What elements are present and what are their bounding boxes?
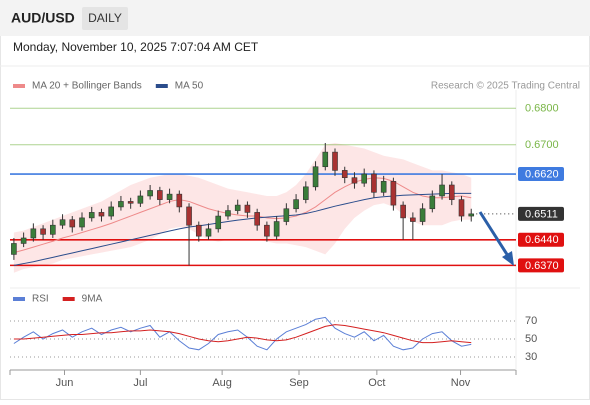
candle-body xyxy=(176,193,183,208)
candle-body xyxy=(205,228,212,237)
legend-label: MA 50 xyxy=(175,81,204,92)
candle-body xyxy=(312,166,319,188)
candle-body xyxy=(215,215,222,230)
level-label: 0.6440 xyxy=(525,234,559,246)
candle-body xyxy=(225,210,231,217)
candle-body xyxy=(244,204,251,213)
x-tick-label: Sep xyxy=(289,377,309,389)
rsi-line xyxy=(13,316,472,351)
candle-body xyxy=(118,201,124,208)
candle-body xyxy=(234,204,241,211)
candle-body xyxy=(11,243,17,255)
candle-body xyxy=(20,237,27,244)
candle-body xyxy=(410,217,416,222)
x-tick-label: Jul xyxy=(133,377,147,389)
rsi-tick-label: 30 xyxy=(525,351,537,363)
candle-body xyxy=(400,204,406,219)
candle-body xyxy=(468,213,475,217)
candle-body xyxy=(69,219,76,228)
timeframe-badge xyxy=(82,7,128,30)
candle-body xyxy=(439,184,445,197)
level-label: 0.6370 xyxy=(525,260,559,272)
candle-body xyxy=(448,184,455,200)
candle-body xyxy=(157,190,163,200)
level-label: 0.6800 xyxy=(525,103,559,115)
legend-label: RSI xyxy=(32,294,49,305)
level-box xyxy=(518,206,564,221)
candle-body xyxy=(390,181,397,206)
legend-swatch xyxy=(62,297,75,301)
rsi-tick-label: 50 xyxy=(525,333,537,345)
legend-swatch xyxy=(155,84,168,88)
candle-body xyxy=(166,193,173,200)
level-box xyxy=(518,167,564,182)
candle-body xyxy=(458,199,465,217)
candle-body xyxy=(79,217,85,228)
level-label: 0.6620 xyxy=(525,168,559,180)
candle-body xyxy=(429,195,436,210)
candle-body xyxy=(419,208,426,222)
candle-body xyxy=(371,173,377,193)
candle-body xyxy=(273,221,280,237)
candle-body xyxy=(88,212,95,219)
candle-body xyxy=(264,224,270,237)
legend-swatch xyxy=(13,297,25,301)
x-tick-label: Oct xyxy=(368,377,385,389)
rsi-tick-label: 70 xyxy=(525,315,537,327)
candle-body xyxy=(195,224,202,237)
x-tick-label: Nov xyxy=(451,377,471,389)
candle-body xyxy=(254,212,260,226)
candle-body xyxy=(322,151,329,168)
timeframe: DAILY xyxy=(88,11,122,25)
candle-body xyxy=(341,170,348,178)
x-tick-label: Jun xyxy=(56,377,74,389)
candle-body xyxy=(186,206,192,226)
level-label: 0.6700 xyxy=(525,139,559,151)
candle-body xyxy=(50,224,56,235)
level-box xyxy=(518,232,564,247)
forecast-arrow xyxy=(478,211,510,257)
legend-swatch xyxy=(13,84,25,88)
timestamp: Monday, November 10, 2025 7:07:04 AM CET xyxy=(13,40,259,54)
candle-body xyxy=(332,151,338,171)
x-tick-label: Aug xyxy=(212,377,232,389)
symbol: AUD/USD xyxy=(11,10,75,26)
candle-body xyxy=(351,177,358,184)
candle-body xyxy=(303,186,309,200)
rsi-line xyxy=(13,324,472,344)
legend-label: MA 20 + Bollinger Bands xyxy=(32,81,142,92)
candle-body xyxy=(59,219,66,226)
candle-body xyxy=(361,173,368,184)
candle-body xyxy=(137,195,144,204)
candle-body xyxy=(98,212,105,217)
source: Research © 2025 Trading Central xyxy=(431,81,580,92)
candle-body xyxy=(40,228,46,235)
candle-body xyxy=(127,201,134,204)
candle-body xyxy=(30,228,37,239)
level-box xyxy=(518,258,564,273)
candle-body xyxy=(293,199,299,210)
candle-body xyxy=(283,208,290,222)
candle-body xyxy=(380,181,387,193)
candle-body xyxy=(108,206,114,217)
candle-body xyxy=(147,190,153,197)
level-label: 0.6511 xyxy=(525,208,558,220)
arrow-head xyxy=(502,251,514,266)
legend-label: 9MA xyxy=(82,294,103,305)
